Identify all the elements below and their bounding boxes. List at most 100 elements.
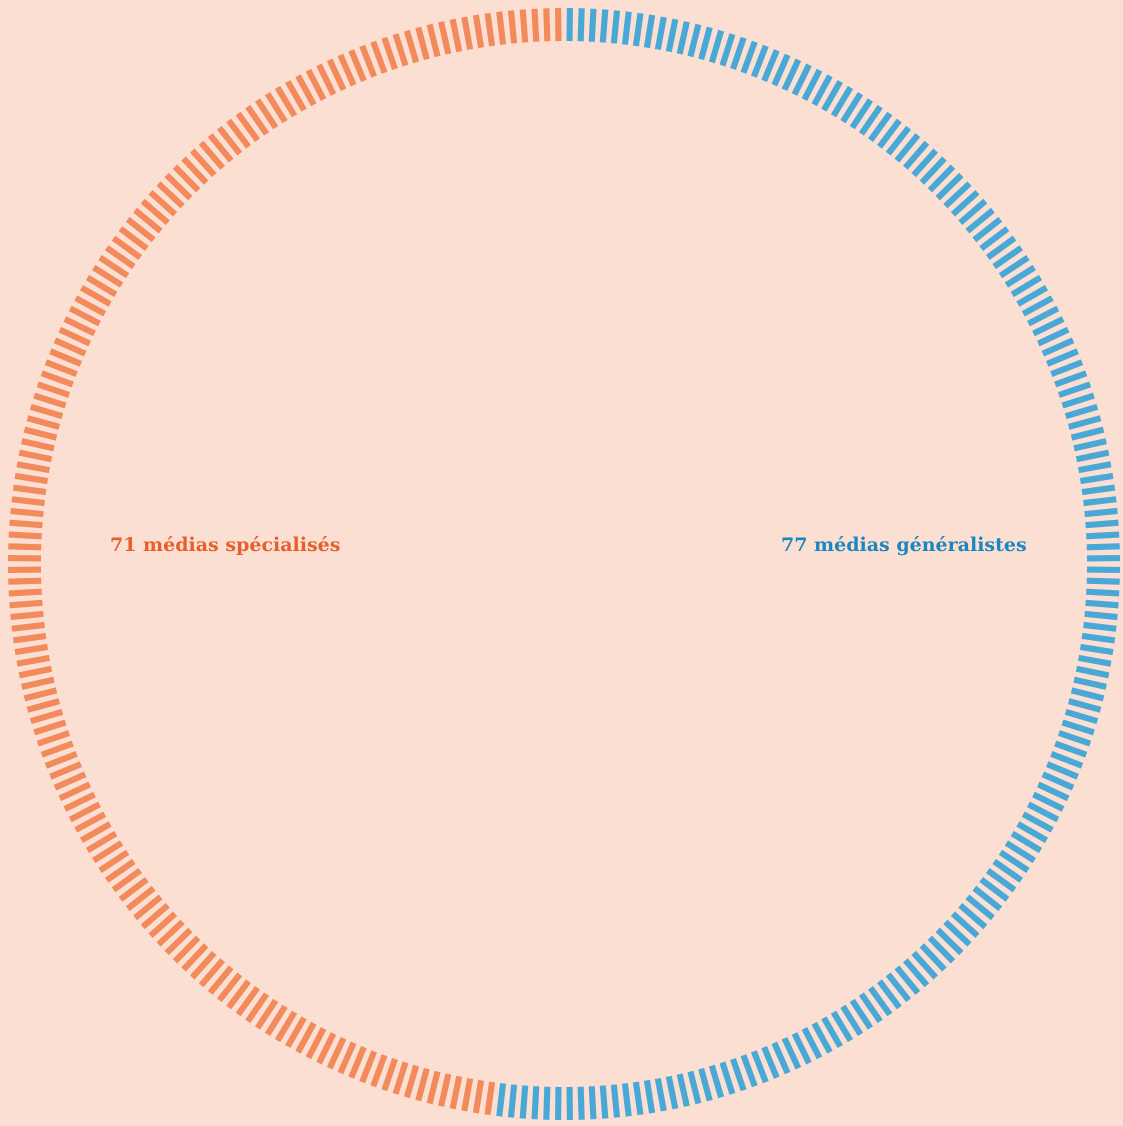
tick-specialises	[472, 1079, 485, 1114]
tick-specialises	[415, 1067, 430, 1102]
tick-specialises	[85, 274, 118, 298]
tick-specialises	[392, 1061, 409, 1095]
tick-specialises	[148, 189, 178, 217]
tick-specialises	[438, 1073, 452, 1107]
tick-generalistes	[687, 1070, 702, 1105]
tick-generalistes	[1010, 830, 1043, 854]
tick-generalistes	[1077, 461, 1112, 474]
tick-specialises	[29, 708, 64, 725]
tick-specialises	[29, 403, 64, 420]
tick-specialises	[8, 531, 42, 540]
tick-specialises	[235, 985, 260, 1017]
tick-generalistes	[730, 36, 747, 71]
tick-specialises	[274, 85, 298, 118]
tick-specialises	[189, 950, 217, 980]
tick-generalistes	[577, 8, 585, 42]
tick-specialises	[111, 235, 143, 260]
tick-specialises	[254, 998, 279, 1030]
tick-specialises	[49, 761, 82, 780]
tick-generalistes	[858, 104, 883, 136]
tick-specialises	[140, 198, 170, 225]
tick-specialises	[118, 876, 149, 902]
tick-specialises	[337, 53, 357, 87]
tick-generalistes	[665, 18, 679, 53]
tick-generalistes	[791, 63, 812, 96]
tick-generalistes	[1067, 698, 1102, 713]
tick-generalistes	[821, 79, 843, 112]
label-generalistes: 77 médias généralistes	[781, 534, 1027, 556]
tick-generalistes	[750, 44, 769, 78]
tick-generalistes	[849, 98, 874, 130]
tick-specialises	[207, 965, 234, 995]
tick-generalistes	[1046, 348, 1079, 367]
tick-generalistes	[992, 245, 1024, 270]
tick-specialises	[305, 68, 327, 101]
tick-specialises	[519, 9, 529, 43]
tick-generalistes	[610, 1084, 621, 1118]
tick-generalistes	[876, 979, 902, 1010]
tick-generalistes	[588, 1086, 597, 1120]
tick-generalistes	[1079, 472, 1114, 485]
tick-generalistes	[830, 1010, 854, 1043]
tick-generalistes	[1010, 274, 1043, 298]
tick-specialises	[58, 781, 92, 802]
tick-specialises	[461, 16, 474, 51]
tick-generalistes	[654, 1077, 667, 1112]
tick-generalistes	[740, 1054, 758, 1088]
tick-specialises	[156, 919, 185, 947]
tick-specialises	[14, 472, 49, 485]
tick-generalistes	[1073, 438, 1107, 452]
tick-generalistes	[1085, 599, 1119, 609]
tick-specialises	[58, 326, 92, 347]
tick-specialises	[74, 295, 107, 317]
tick-generalistes	[811, 1021, 833, 1054]
tick-specialises	[40, 740, 74, 758]
tick-specialises	[36, 381, 71, 398]
tick-specialises	[68, 801, 101, 823]
tick-generalistes	[1054, 370, 1088, 388]
tick-generalistes	[1077, 654, 1112, 667]
tick-specialises	[11, 621, 45, 632]
tick-specialises	[36, 730, 71, 747]
tick-specialises	[285, 1016, 307, 1049]
tick-generalistes	[1084, 507, 1118, 518]
tick-generalistes	[1073, 676, 1107, 690]
tick-generalistes	[781, 1036, 802, 1070]
tick-generalistes	[519, 1085, 529, 1119]
tick-specialises	[226, 118, 252, 149]
tick-specialises	[449, 18, 463, 53]
tick-specialises	[403, 29, 420, 64]
tick-generalistes	[1050, 750, 1084, 769]
tick-generalistes	[1046, 761, 1079, 780]
tick-specialises	[254, 98, 279, 130]
tick-specialises	[92, 264, 124, 288]
tick-generalistes	[927, 164, 956, 193]
tick-specialises	[14, 643, 49, 656]
tick-specialises	[104, 245, 136, 270]
tick-generalistes	[1057, 381, 1092, 398]
tick-generalistes	[950, 911, 980, 939]
tick-generalistes	[1064, 403, 1099, 420]
tick-generalistes	[665, 1075, 679, 1110]
tick-generalistes	[654, 16, 667, 51]
tick-specialises	[392, 33, 409, 67]
tick-specialises	[449, 1075, 463, 1110]
tick-specialises	[348, 49, 367, 82]
tick-generalistes	[1016, 285, 1049, 307]
tick-specialises	[370, 1054, 388, 1088]
tick-generalistes	[1054, 740, 1088, 758]
tick-specialises	[8, 588, 42, 597]
tick-specialises	[125, 885, 156, 912]
tick-generalistes	[830, 85, 854, 118]
tick-specialises	[189, 148, 217, 178]
tick-specialises	[484, 12, 496, 47]
tick-generalistes	[1086, 543, 1120, 551]
tick-generalistes	[632, 1081, 644, 1116]
tick-generalistes	[750, 1050, 769, 1084]
tick-specialises	[543, 8, 551, 42]
label-specialises: 71 médias spécialisés	[110, 534, 341, 556]
tick-specialises	[21, 676, 55, 690]
tick-specialises	[26, 415, 61, 430]
tick-generalistes	[1083, 621, 1117, 632]
tick-specialises	[381, 36, 398, 71]
